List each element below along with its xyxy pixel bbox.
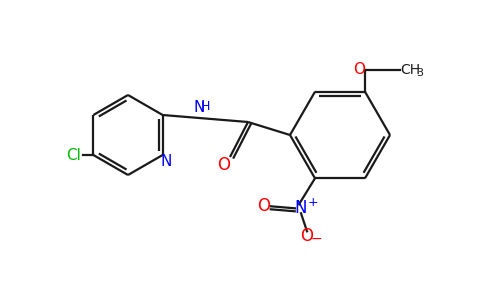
Text: N: N xyxy=(295,199,307,217)
Text: Cl: Cl xyxy=(66,148,81,163)
Text: O: O xyxy=(353,62,365,77)
Text: N: N xyxy=(161,154,172,169)
Text: O: O xyxy=(257,197,271,215)
Text: 3: 3 xyxy=(416,68,423,78)
Text: O: O xyxy=(217,156,230,174)
Text: −: − xyxy=(310,232,322,246)
Text: O: O xyxy=(301,227,314,245)
Text: H: H xyxy=(201,100,210,113)
Text: N: N xyxy=(194,100,205,115)
Text: CH: CH xyxy=(400,63,420,77)
Text: +: + xyxy=(308,196,318,209)
